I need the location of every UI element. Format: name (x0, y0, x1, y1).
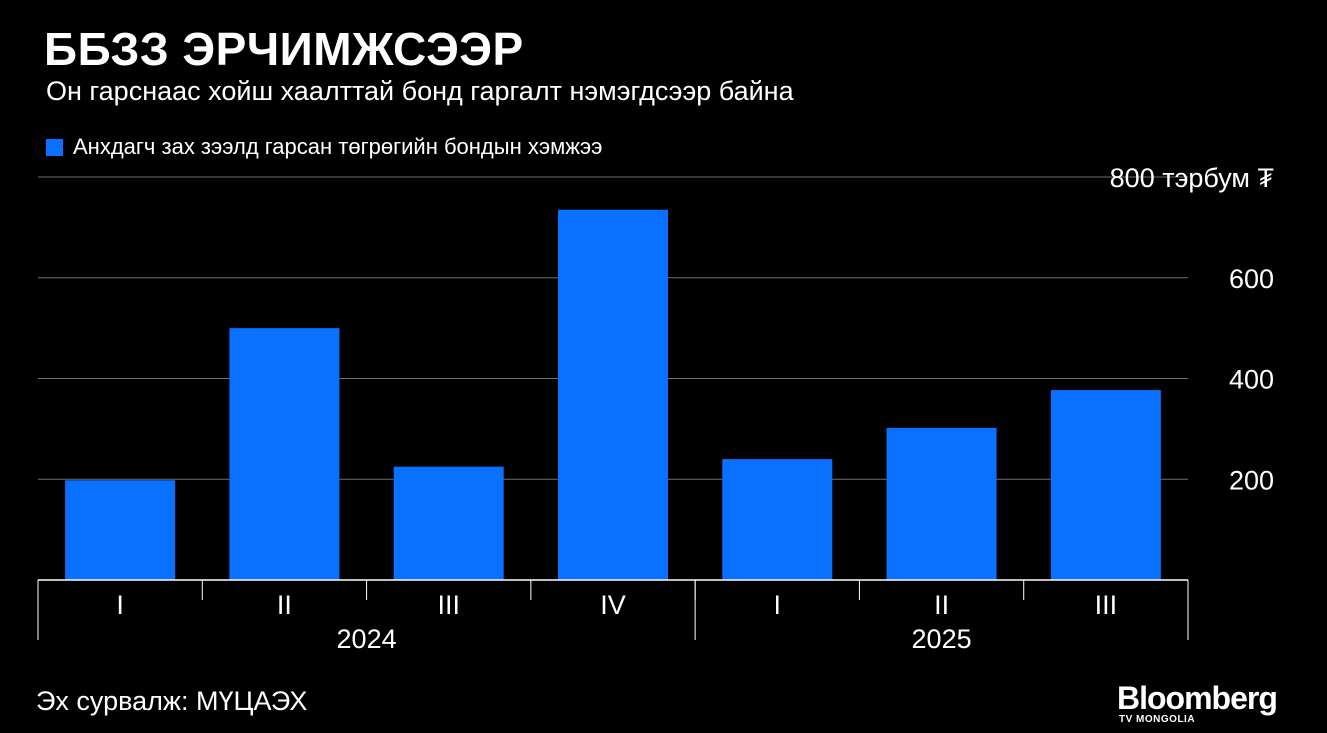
bar (229, 328, 340, 580)
x-tick-label: IV (600, 590, 626, 620)
bar (65, 480, 176, 580)
x-tick-label: III (1095, 590, 1118, 620)
bar (558, 209, 668, 580)
brand-logo: Bloomberg TV MONGOLIA (1117, 680, 1278, 726)
y-tick-label: 800 тэрбум ₮ (1110, 163, 1274, 193)
bar (886, 427, 997, 580)
group-label: 2025 (912, 624, 972, 654)
brand-subtitle: TV MONGOLIA (1119, 714, 1196, 725)
x-tick-label: III (437, 590, 460, 620)
brand-name: Bloomberg (1117, 680, 1278, 716)
group-label: 2024 (337, 624, 397, 654)
y-tick-label: 400 (1229, 365, 1274, 395)
legend-swatch (46, 138, 63, 156)
x-tick-label: I (116, 590, 124, 620)
bar (1050, 390, 1161, 580)
legend: Анхдагч зах зээлд гарсан төгрөгийн бонды… (46, 134, 602, 160)
x-tick-label: II (277, 590, 292, 620)
x-tick-label: I (774, 590, 782, 620)
chart-title: ББЗЗ ЭРЧИМЖСЭЭР (44, 23, 524, 75)
bar (393, 466, 504, 580)
bar (722, 459, 833, 580)
source-note: Эх сурвалж: МҮЦАЭХ (36, 686, 308, 716)
x-tick-label: II (934, 590, 949, 620)
chart-subtitle: Он гарснаас хойш хаалттай бонд гаргалт н… (46, 76, 794, 106)
legend-label: Анхдагч зах зээлд гарсан төгрөгийн бонды… (73, 134, 603, 159)
y-tick-label: 600 (1229, 264, 1274, 294)
y-tick-label: 200 (1229, 465, 1274, 495)
